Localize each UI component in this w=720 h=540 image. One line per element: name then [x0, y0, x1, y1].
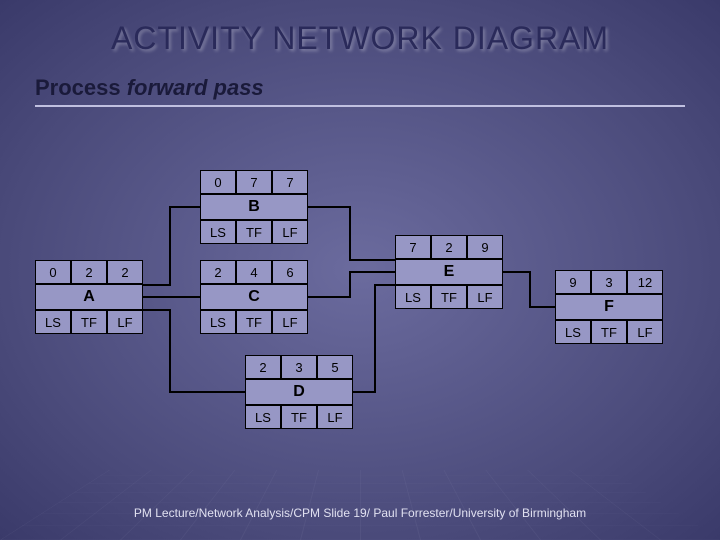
cell-es: 2 [200, 260, 236, 284]
cell-ef: 12 [627, 270, 663, 294]
activity-name: E [395, 259, 503, 285]
cell-ef: 2 [107, 260, 143, 284]
cell-tf: TF [71, 310, 107, 334]
cell-lf: LF [467, 285, 503, 309]
subtitle: Process forward pass [35, 75, 685, 101]
cell-ls: LS [200, 220, 236, 244]
cell-es: 2 [245, 355, 281, 379]
cell-lf: LF [272, 220, 308, 244]
cell-ef: 7 [272, 170, 308, 194]
cell-ls: LS [395, 285, 431, 309]
cell-tf: TF [281, 405, 317, 429]
cell-ls: LS [200, 310, 236, 334]
activity-network-diagram: 022 A LSTFLF 077 B LSTFLF 246 C LSTFLF 2… [0, 130, 720, 490]
cell-ls: LS [35, 310, 71, 334]
cell-lf: LF [317, 405, 353, 429]
cell-es: 7 [395, 235, 431, 259]
cell-ls: LS [555, 320, 591, 344]
cell-ef: 6 [272, 260, 308, 284]
cell-dur: 3 [281, 355, 317, 379]
cell-tf: TF [236, 310, 272, 334]
activity-node-B: 077 B LSTFLF [200, 170, 308, 244]
activity-node-D: 235 D LSTFLF [245, 355, 353, 429]
activity-name: D [245, 379, 353, 405]
cell-es: 0 [35, 260, 71, 284]
cell-ef: 9 [467, 235, 503, 259]
activity-name: A [35, 284, 143, 310]
activity-node-A: 022 A LSTFLF [35, 260, 143, 334]
cell-es: 9 [555, 270, 591, 294]
cell-dur: 4 [236, 260, 272, 284]
cell-es: 0 [200, 170, 236, 194]
page-title: ACTIVITY NETWORK DIAGRAM [0, 20, 720, 57]
cell-dur: 3 [591, 270, 627, 294]
subtitle-block: Process forward pass [35, 75, 685, 107]
cell-lf: LF [107, 310, 143, 334]
cell-ls: LS [245, 405, 281, 429]
cell-lf: LF [627, 320, 663, 344]
cell-tf: TF [591, 320, 627, 344]
cell-dur: 2 [71, 260, 107, 284]
activity-name: B [200, 194, 308, 220]
cell-dur: 7 [236, 170, 272, 194]
cell-ef: 5 [317, 355, 353, 379]
subtitle-prefix: Process [35, 75, 127, 100]
cell-tf: TF [236, 220, 272, 244]
cell-dur: 2 [431, 235, 467, 259]
slide-footer: PM Lecture/Network Analysis/CPM Slide 19… [0, 506, 720, 520]
cell-lf: LF [272, 310, 308, 334]
activity-node-C: 246 C LSTFLF [200, 260, 308, 334]
cell-tf: TF [431, 285, 467, 309]
activity-name: C [200, 284, 308, 310]
subtitle-italic: forward pass [127, 75, 264, 100]
activity-node-E: 729 E LSTFLF [395, 235, 503, 309]
activity-name: F [555, 294, 663, 320]
subtitle-underline [35, 105, 685, 107]
activity-node-F: 9312 F LSTFLF [555, 270, 663, 344]
